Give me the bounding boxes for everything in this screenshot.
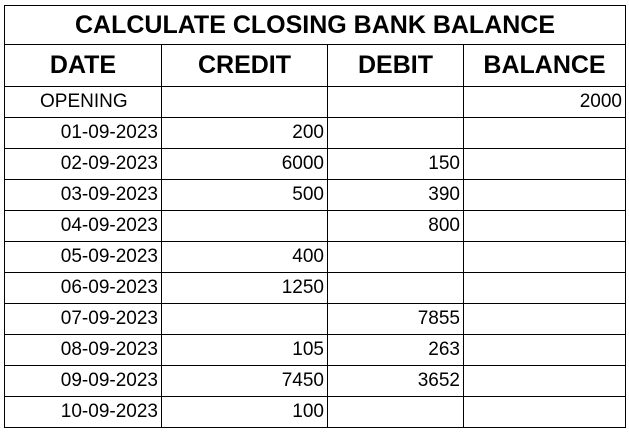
cell-balance[interactable] [462,179,627,211]
cell-balance[interactable] [462,272,627,304]
cell-balance[interactable] [462,303,627,335]
cell-balance[interactable] [462,210,627,242]
cell-debit[interactable]: 800 [327,210,464,242]
cell-credit[interactable] [161,86,328,118]
table-row: 03-09-2023 500 390 [4,179,627,211]
cell-date[interactable]: 04-09-2023 [4,210,162,242]
table-row: 07-09-2023 7855 [4,303,627,335]
cell-credit[interactable]: 6000 [161,148,328,180]
cell-debit[interactable] [327,241,464,273]
table-row: 02-09-2023 6000 150 [4,148,627,180]
title-row: CALCULATE CLOSING BANK BALANCE [3,5,627,45]
cell-debit[interactable]: 263 [327,334,464,366]
cell-debit[interactable]: 7855 [327,303,464,335]
cell-credit[interactable]: 200 [161,117,328,149]
cell-balance[interactable]: 2000 [462,86,627,118]
cell-debit[interactable] [327,272,464,304]
cell-debit[interactable] [327,117,464,149]
table-row: 09-09-2023 7450 3652 [4,365,627,397]
cell-credit[interactable] [161,210,328,242]
table-row: OPENING 2000 [4,86,627,118]
header-balance[interactable]: BALANCE [462,44,627,87]
cell-debit[interactable] [327,396,464,428]
table-row: 10-09-2023 100 [4,396,627,428]
cell-date[interactable]: 06-09-2023 [4,272,162,304]
cell-debit[interactable]: 150 [327,148,464,180]
table-row: 01-09-2023 200 [4,117,627,149]
cell-balance[interactable] [462,334,627,366]
bank-balance-table: CALCULATE CLOSING BANK BALANCE DATE CRED… [3,5,627,428]
cell-credit[interactable]: 400 [161,241,328,273]
cell-debit[interactable]: 3652 [327,365,464,397]
header-date[interactable]: DATE [4,44,162,87]
cell-date[interactable]: 02-09-2023 [4,148,162,180]
cell-credit[interactable]: 100 [161,396,328,428]
cell-date[interactable]: OPENING [4,86,162,118]
header-credit[interactable]: CREDIT [161,44,328,87]
cell-balance[interactable] [462,396,627,428]
cell-credit[interactable]: 105 [161,334,328,366]
cell-balance[interactable] [462,365,627,397]
cell-balance[interactable] [462,117,627,149]
cell-date[interactable]: 05-09-2023 [4,241,162,273]
cell-date[interactable]: 09-09-2023 [4,365,162,397]
table-row: 06-09-2023 1250 [4,272,627,304]
cell-balance[interactable] [462,148,627,180]
cell-debit[interactable] [327,86,464,118]
cell-credit[interactable]: 500 [161,179,328,211]
cell-date[interactable]: 03-09-2023 [4,179,162,211]
header-row: DATE CREDIT DEBIT BALANCE [4,44,627,87]
cell-date[interactable]: 07-09-2023 [4,303,162,335]
cell-date[interactable]: 01-09-2023 [4,117,162,149]
table-row: 08-09-2023 105 263 [4,334,627,366]
table-row: 05-09-2023 400 [4,241,627,273]
cell-date[interactable]: 08-09-2023 [4,334,162,366]
table-body: CALCULATE CLOSING BANK BALANCE DATE CRED… [3,5,627,428]
header-debit[interactable]: DEBIT [327,44,464,87]
cell-credit[interactable] [161,303,328,335]
cell-credit[interactable]: 1250 [161,272,328,304]
cell-balance[interactable] [462,241,627,273]
sheet-title[interactable]: CALCULATE CLOSING BANK BALANCE [3,5,627,45]
cell-debit[interactable]: 390 [327,179,464,211]
cell-credit[interactable]: 7450 [161,365,328,397]
table-row: 04-09-2023 800 [4,210,627,242]
cell-date[interactable]: 10-09-2023 [4,396,162,428]
